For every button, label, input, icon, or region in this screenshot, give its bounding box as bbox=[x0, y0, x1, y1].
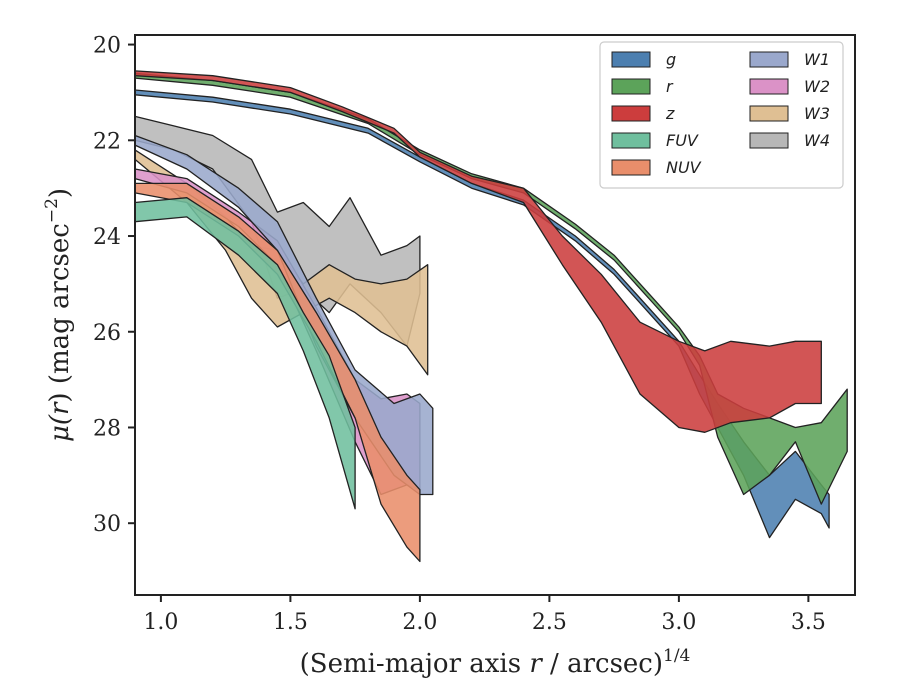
legend-item-w1: W1 bbox=[749, 50, 830, 69]
y-tick-label: 24 bbox=[93, 225, 121, 250]
series-layer bbox=[134, 70, 848, 563]
x-tick-label: 2.0 bbox=[402, 610, 437, 635]
legend-swatch bbox=[749, 78, 789, 95]
x-tick-label: 1.0 bbox=[143, 610, 178, 635]
legend-swatch bbox=[749, 105, 789, 122]
x-tick-label: 2.5 bbox=[532, 610, 567, 635]
legend-label: W3 bbox=[804, 104, 830, 123]
x-axis: 1.0 1.5 2.0 2.5 3.0 3.5 bbox=[143, 595, 826, 635]
x-tick-label: 3.0 bbox=[661, 610, 696, 635]
legend-item-r: r bbox=[611, 77, 674, 96]
legend-item-z: z bbox=[611, 104, 675, 123]
x-tick-label: 3.5 bbox=[791, 610, 826, 635]
legend-swatch bbox=[749, 132, 789, 149]
y-tick-label: 28 bbox=[93, 416, 121, 441]
legend-item-g: g bbox=[611, 50, 676, 69]
plot-frame bbox=[134, 34, 856, 596]
y-tick-label: 30 bbox=[93, 512, 121, 537]
series-band-z bbox=[134, 70, 822, 433]
legend-label: W2 bbox=[804, 77, 830, 96]
series-band-fuv bbox=[134, 197, 356, 510]
legend-swatch bbox=[611, 159, 651, 176]
legend-swatch bbox=[611, 105, 651, 122]
legend-swatch bbox=[611, 51, 651, 68]
y-axis-label: μ(r) (mag arcsec−2) bbox=[42, 188, 75, 442]
y-tick-label: 20 bbox=[93, 34, 121, 59]
legend-label: g bbox=[666, 50, 676, 69]
legend-label: z bbox=[665, 104, 675, 123]
legend-label: NUV bbox=[666, 158, 702, 177]
legend-item-fuv: FUV bbox=[611, 131, 699, 150]
legend-swatch bbox=[749, 51, 789, 68]
legend-label: FUV bbox=[666, 131, 699, 150]
legend-label: r bbox=[666, 77, 674, 96]
y-tick-label: 26 bbox=[93, 321, 121, 346]
legend-item-nuv: NUV bbox=[611, 158, 702, 177]
legend-item-w2: W2 bbox=[749, 77, 830, 96]
x-tick-label: 1.5 bbox=[273, 610, 308, 635]
y-tick-label: 22 bbox=[93, 129, 121, 154]
legend-item-w3: W3 bbox=[749, 104, 830, 123]
legend-label: W1 bbox=[804, 50, 830, 69]
legend-item-w4: W4 bbox=[749, 131, 830, 150]
legend: grz FUV NUV W1 W2 W3 W4 bbox=[599, 41, 844, 189]
legend-swatch bbox=[611, 132, 651, 149]
x-axis-label: (Semi-major axis r / arcsec)1/4 bbox=[300, 646, 691, 679]
y-axis: 20 22 24 26 28 30 bbox=[93, 34, 135, 537]
legend-label: W4 bbox=[804, 131, 830, 150]
legend-swatch bbox=[611, 78, 651, 95]
